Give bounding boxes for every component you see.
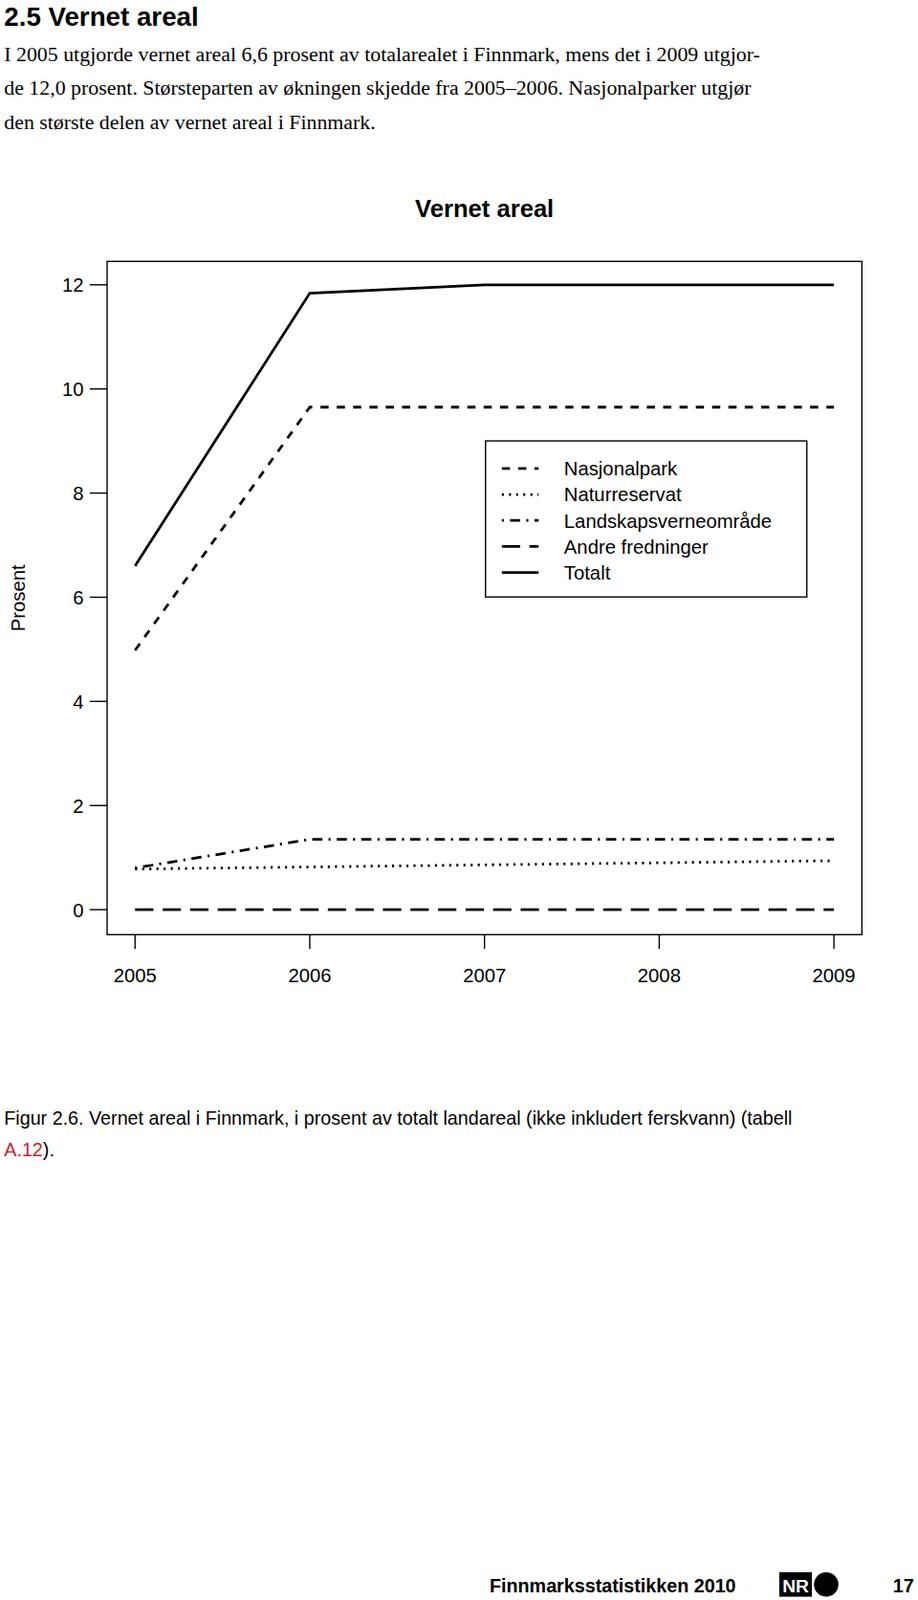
y-tick-label: 4 [72, 691, 84, 713]
y-tick-label: 0 [72, 899, 84, 921]
x-tick [832, 934, 834, 949]
heading: 2.5 Vernet areal [3, 1, 198, 32]
x-tick [134, 934, 136, 949]
y-tick-label: 12 [62, 274, 85, 296]
legend: Nasjonalpark Naturreservat Landskapsverneo… [485, 440, 808, 597]
series-line [134, 284, 834, 567]
chart: Vernet areal 0 2 4 6 8 10 12 2005 2006 2007 2008 200… [7, 195, 863, 986]
x-tick [483, 934, 485, 949]
legend-swatch [502, 519, 539, 523]
paragraph-line: den største delen av vernet areal i Finn… [3, 110, 375, 134]
y-tick [89, 596, 108, 598]
x-tick-label: 2008 [637, 964, 681, 986]
y-tick-label: 8 [72, 482, 84, 504]
y-tick [89, 284, 108, 285]
page: {"header": {"title": "2.5 Vernet areal"}… [0, 0, 918, 1600]
legend-swatch [502, 570, 539, 574]
x-tick-label: 2007 [462, 964, 506, 986]
y-tick-label: 10 [62, 378, 85, 400]
logo-mark [813, 1572, 839, 1597]
y-tick [89, 908, 108, 910]
x-tick [308, 934, 310, 949]
legend-swatch [502, 466, 539, 470]
x-tick-label: 2006 [287, 964, 331, 986]
y-axis-label: Prosent [7, 564, 29, 632]
x-tick-label: 2009 [812, 964, 856, 986]
y-tick [89, 805, 108, 807]
y-tick [89, 388, 108, 390]
legend-label: Nasjonalpark [564, 458, 678, 480]
series-line [134, 407, 834, 651]
logo-box [779, 1572, 812, 1597]
chart-title: Vernet areal [415, 195, 554, 222]
caption-end: ). [43, 1138, 55, 1160]
legend-label: Totalt [564, 562, 612, 584]
legend-swatch [502, 545, 539, 548]
legend-label: Andre fredninger [564, 536, 709, 558]
legend-label: Naturreservat [564, 484, 682, 506]
paragraph-line: de 12,0 prosent. Størsteparten av økning… [3, 76, 752, 100]
series-line [134, 860, 834, 870]
legend-label: Landskapsverneområde [564, 510, 772, 532]
logo-text: NR [782, 1575, 809, 1596]
plot-frame [107, 261, 862, 935]
series-line [134, 908, 834, 912]
legend-box [485, 440, 808, 597]
series-lines [134, 284, 834, 910]
page-number: 17 [893, 1574, 915, 1596]
y-tick-label: 6 [72, 587, 84, 609]
paragraph-line: I 2005 utgjorde vernet areal 6,6 prosent… [3, 43, 761, 66]
y-tick [89, 700, 108, 702]
x-tick [658, 934, 660, 949]
series-line [134, 839, 834, 869]
legend-swatch [502, 493, 539, 497]
page-canvas: 2.5 Vernet areal I 2005 utgjorde vernet a… [0, 0, 918, 1600]
caption: Figur 2.6. Vernet areal i Finnmark, i pr… [3, 1107, 792, 1129]
caption-link: A.12 [3, 1138, 44, 1160]
y-tick-label: 2 [72, 795, 84, 817]
footer-title: Finnmarksstatistikken 2010 [489, 1574, 737, 1596]
caption-line: A.12). [3, 1138, 55, 1160]
x-tick-label: 2005 [113, 964, 157, 986]
y-tick [89, 492, 108, 494]
